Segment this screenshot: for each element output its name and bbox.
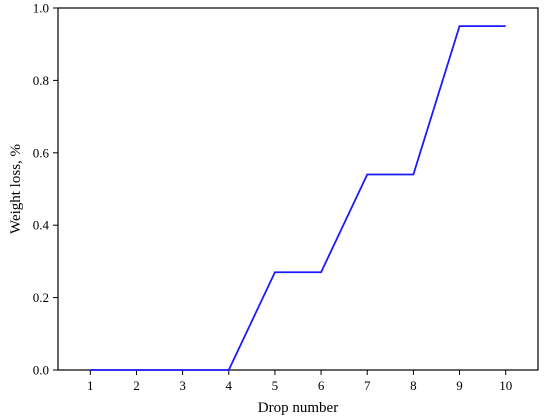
y-tick-label: 0.8 bbox=[33, 73, 49, 88]
x-axis-title: Drop number bbox=[258, 400, 338, 416]
x-axis-ticks: 1 2 3 4 5 6 7 8 9 10 bbox=[87, 370, 512, 393]
x-tick-label: 7 bbox=[364, 378, 371, 393]
y-axis-ticks: 0.0 0.2 0.4 0.6 0.8 1.0 bbox=[33, 1, 58, 378]
x-tick-label: 5 bbox=[272, 378, 279, 393]
y-tick-label: 0.4 bbox=[33, 218, 50, 233]
x-tick-label: 3 bbox=[179, 378, 186, 393]
series-layer bbox=[90, 25, 506, 371]
plot-frame bbox=[57, 7, 539, 371]
x-tick-label: 8 bbox=[410, 378, 417, 393]
x-tick-label: 2 bbox=[133, 378, 140, 393]
y-tick-label: 1.0 bbox=[33, 1, 49, 16]
y-tick-label: 0.2 bbox=[33, 290, 49, 305]
x-tick-label: 6 bbox=[318, 378, 325, 393]
x-tick-label: 4 bbox=[226, 378, 233, 393]
x-tick-label: 9 bbox=[456, 378, 463, 393]
y-tick-label: 0.6 bbox=[33, 145, 50, 160]
y-axis-title: Weight loss, % bbox=[8, 144, 24, 234]
x-tick-label: 10 bbox=[499, 378, 512, 393]
x-tick-label: 1 bbox=[87, 378, 94, 393]
series-line-0 bbox=[90, 25, 506, 371]
y-tick-label: 0.0 bbox=[33, 363, 49, 378]
